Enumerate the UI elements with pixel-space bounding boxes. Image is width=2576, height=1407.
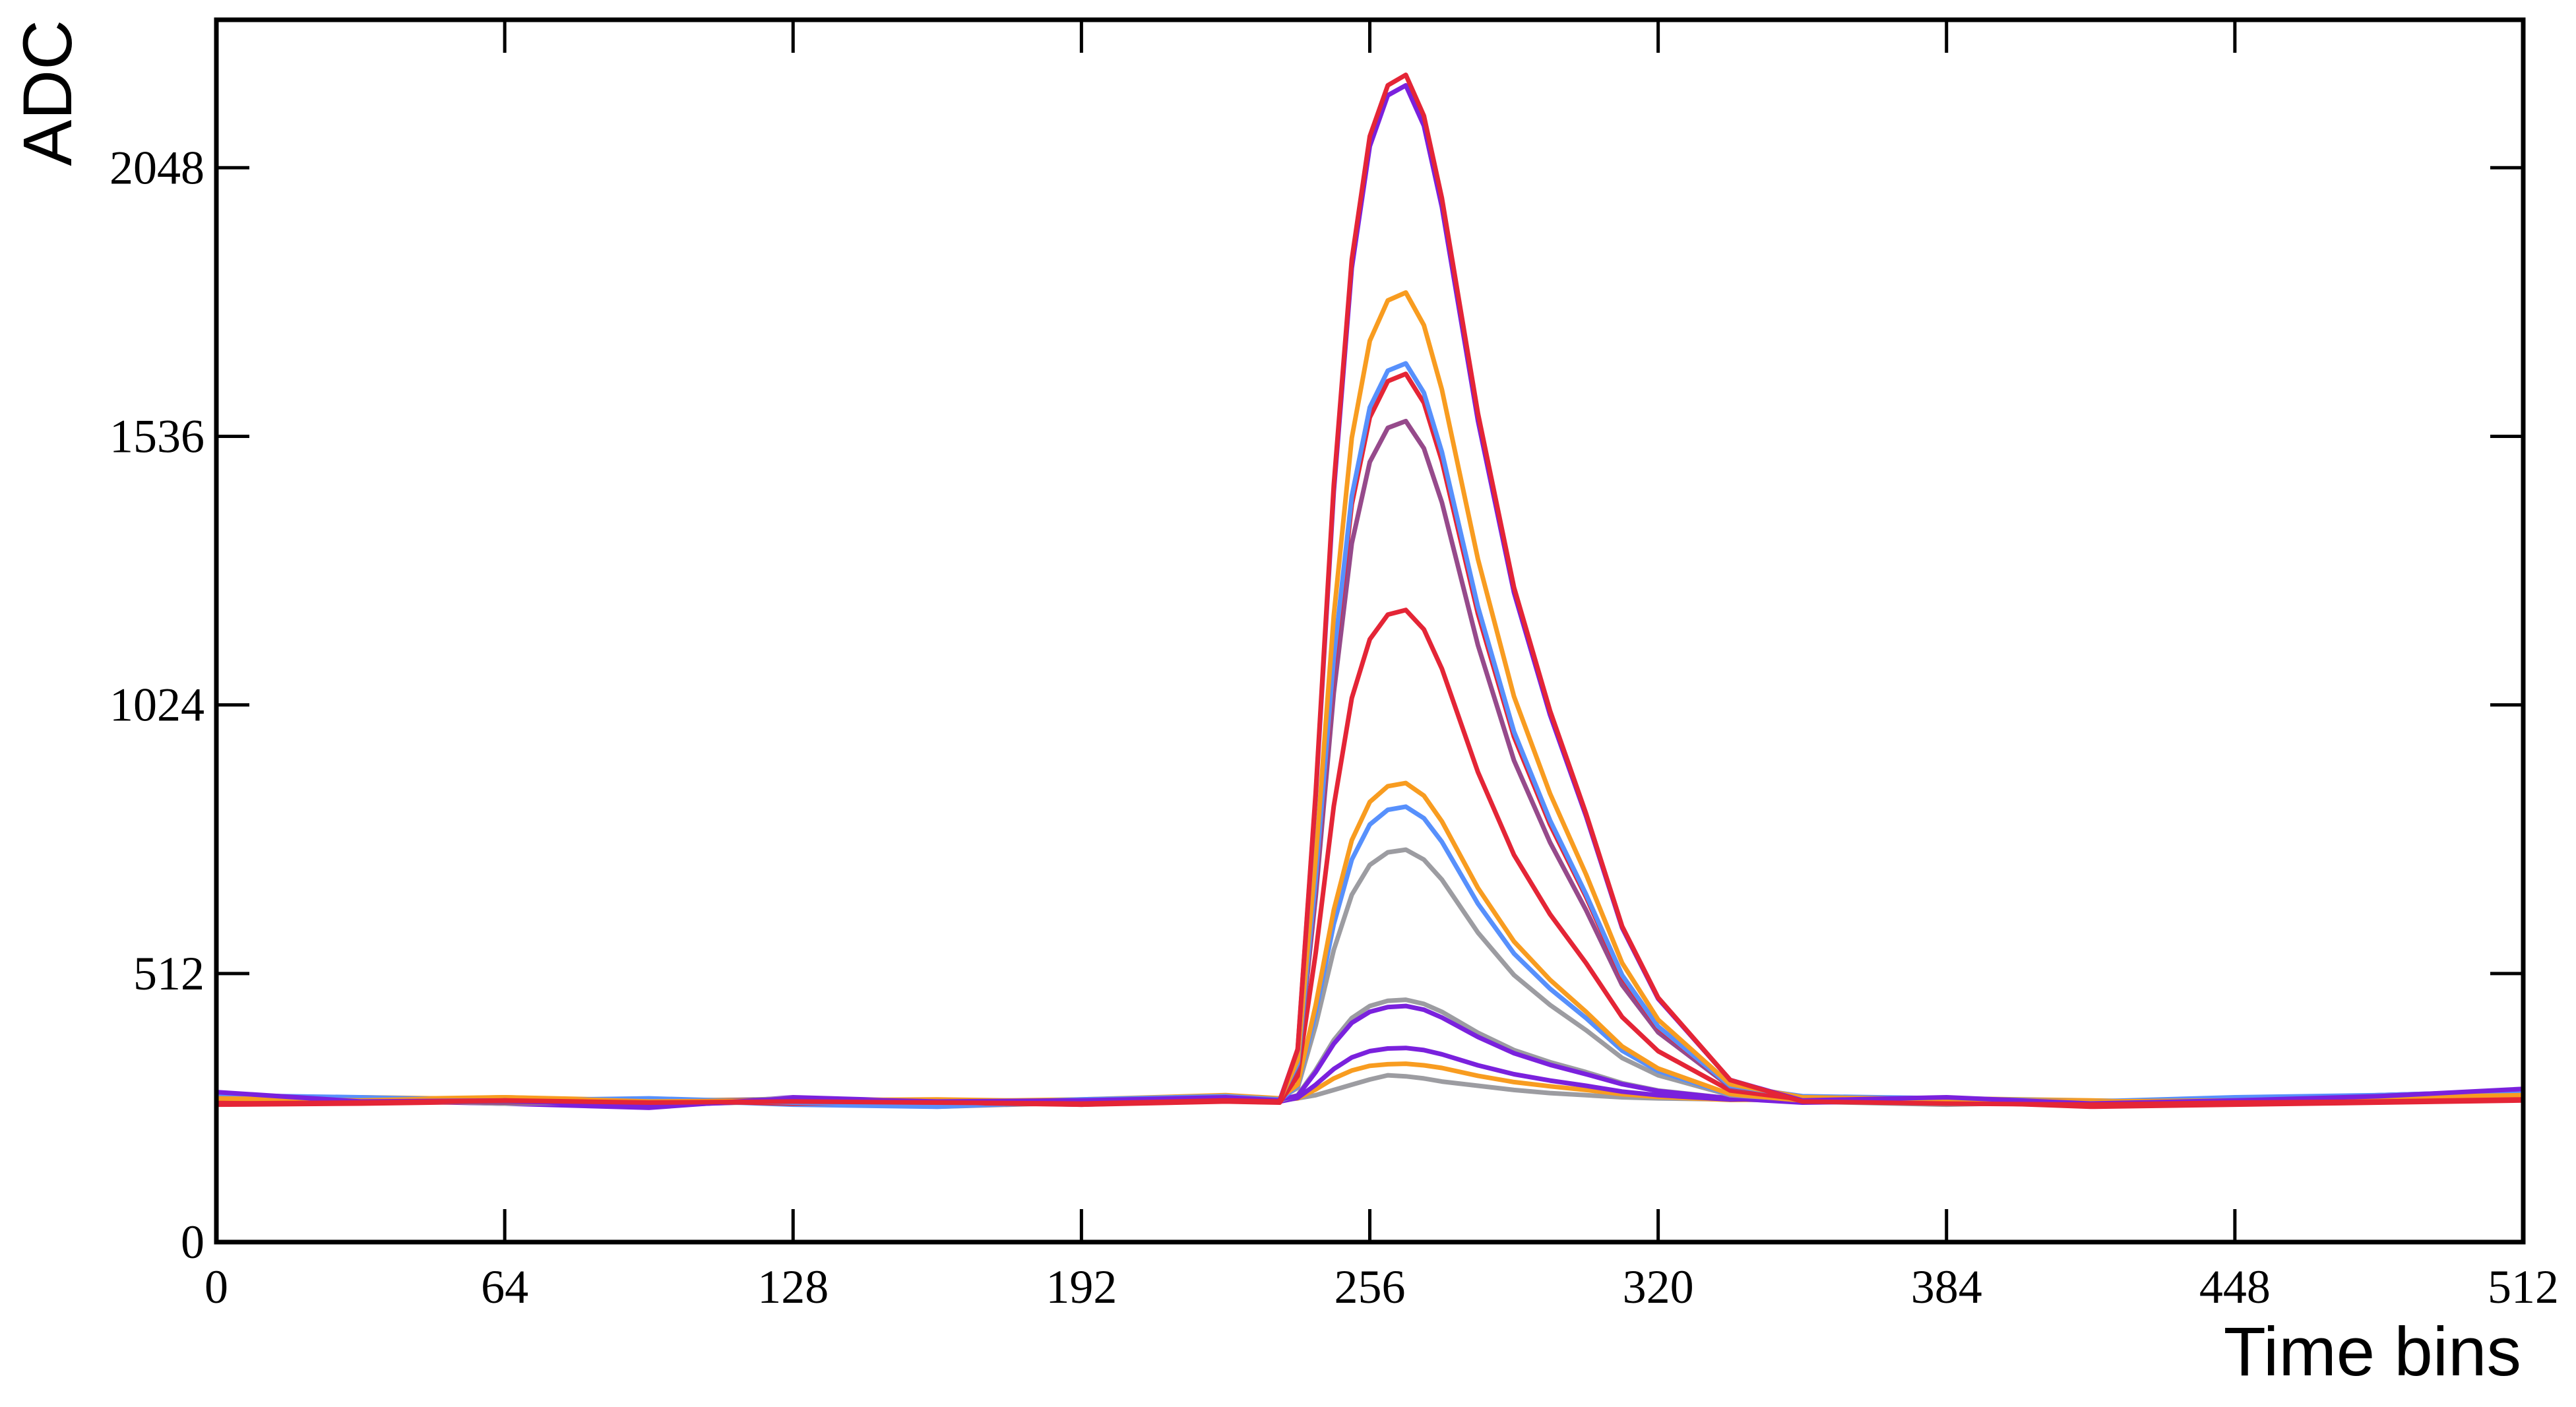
x-tick-label: 448 bbox=[2199, 1261, 2271, 1313]
y-tick-label: 2048 bbox=[110, 141, 204, 194]
waveform-line bbox=[214, 780, 2526, 1105]
x-tick-label: 192 bbox=[1046, 1261, 1117, 1313]
y-axis-label: ADC bbox=[9, 20, 86, 166]
x-tick-label: 512 bbox=[2488, 1261, 2559, 1313]
waveform-line bbox=[214, 361, 2526, 1108]
y-tick-label: 1024 bbox=[110, 679, 204, 732]
waveform-line bbox=[214, 1003, 2526, 1108]
waveform-line bbox=[214, 371, 2526, 1108]
y-tick-label: 1536 bbox=[110, 410, 204, 462]
x-tick-label: 64 bbox=[481, 1261, 528, 1313]
plot-frame bbox=[214, 17, 2526, 1245]
x-tick-label: 0 bbox=[204, 1261, 228, 1313]
y-tick-label: 512 bbox=[133, 947, 204, 1000]
waveform-line bbox=[214, 804, 2526, 1110]
y-tick-label: 0 bbox=[181, 1216, 204, 1268]
waveform-line bbox=[214, 418, 2526, 1106]
waveform-line bbox=[214, 608, 2526, 1110]
x-tick-label: 320 bbox=[1623, 1261, 1694, 1313]
x-tick-label: 128 bbox=[757, 1261, 829, 1313]
x-tick-label: 384 bbox=[1911, 1261, 1982, 1313]
waveform-line bbox=[214, 82, 2526, 1110]
x-tick-label: 256 bbox=[1335, 1261, 1406, 1313]
waveform-line bbox=[214, 73, 2526, 1108]
x-axis-label: Time bins bbox=[2224, 1313, 2521, 1391]
